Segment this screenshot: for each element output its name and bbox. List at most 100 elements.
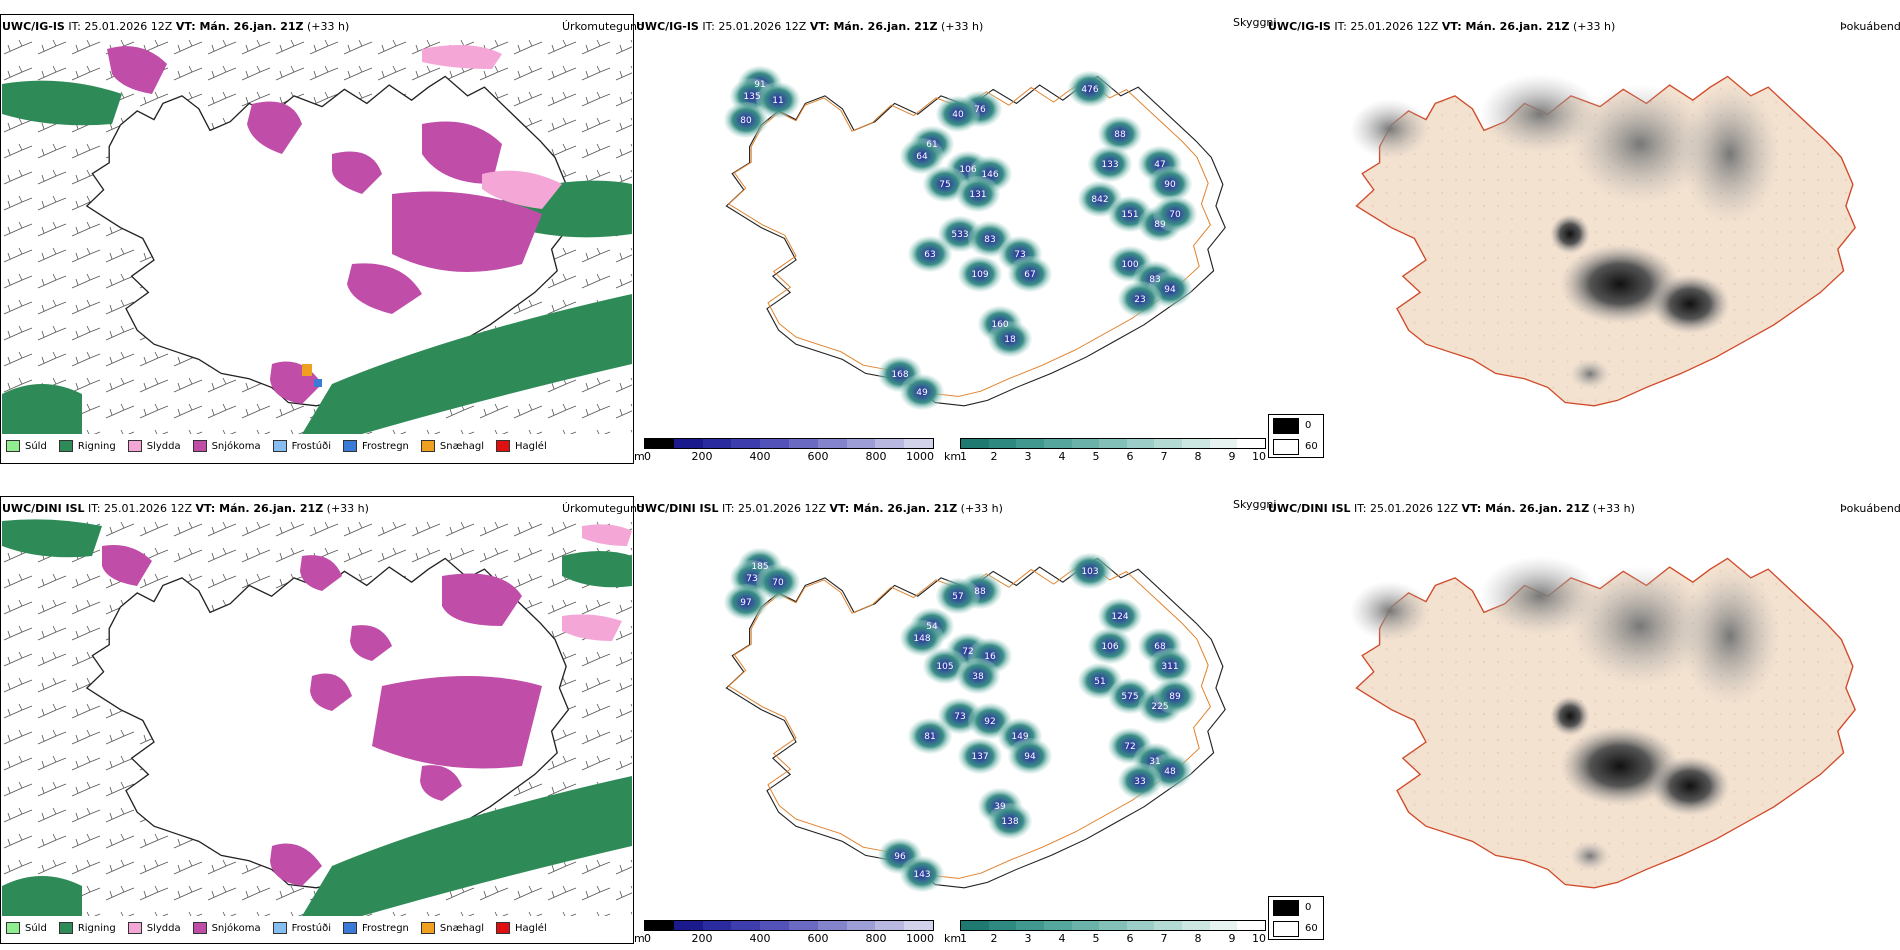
colorbar-tick: 3 <box>1024 932 1032 945</box>
legend-item-súld: Súld <box>6 440 47 452</box>
sleet-areas <box>422 45 562 209</box>
cloud-base-value: 100 <box>1121 260 1138 270</box>
legend-swatch <box>127 922 142 934</box>
fog-indicator-label-2: Þokuábendi <box>1840 502 1900 515</box>
cloud-base-value: 124 <box>1111 612 1128 622</box>
colorbar-tick: 3 <box>1024 450 1032 463</box>
cloud-base-value: 70 <box>1169 210 1181 220</box>
precip-legend-1: Súld Rigning Slydda Snjókoma Frostúði Frostre… <box>6 440 559 452</box>
cloud-title-1: UWC/IG-IS IT: 25.01.2026 12Z VT: Mán. 26… <box>636 20 984 33</box>
fog-map-1 <box>1350 74 1856 407</box>
cloud-base-value: 68 <box>1154 642 1166 652</box>
cloud-area <box>908 236 952 272</box>
cloud-area <box>900 138 944 174</box>
cloud-area <box>1088 628 1132 664</box>
cloud-area <box>1148 648 1192 684</box>
colorbar-cell <box>760 921 789 930</box>
cloud-base-value: 83 <box>1149 275 1160 285</box>
visibility-unit-1: km <box>944 450 962 463</box>
cloud-area <box>900 620 944 656</box>
cloud-base-value: 80 <box>740 116 752 126</box>
colorbar-cell <box>731 439 761 448</box>
cloud-base-value: 97 <box>740 598 751 608</box>
legend-item-slydda: Slydda <box>127 440 181 452</box>
fog-legend-2: 0 60 <box>1268 896 1324 940</box>
colorbar-cell <box>760 439 789 448</box>
colorbar-tick: 5 <box>1092 932 1100 945</box>
cloud-area <box>1118 763 1162 799</box>
colorbar-cell <box>673 921 703 930</box>
cloud-area <box>1008 256 1052 292</box>
legend-label: Haglél <box>515 922 547 934</box>
colorbar-cell <box>1043 439 1072 448</box>
colorbar-tick: 5 <box>1092 450 1100 463</box>
precip-legend-2: Súld Rigning Slydda Snjókoma Frostúði Frostre… <box>6 922 559 934</box>
legend-item-frostregn: Frostregn <box>343 440 409 452</box>
colorbar-tick: 400 <box>749 932 771 945</box>
cloud-area <box>988 321 1032 357</box>
colorbar-tick: 7 <box>1160 932 1168 945</box>
colorbar-cell <box>731 921 761 930</box>
legend-swatch <box>127 440 142 452</box>
legend-label: Frostregn <box>362 922 409 934</box>
cloud-base-value: 81 <box>924 732 935 742</box>
colorbar-cell <box>788 439 818 448</box>
cloud-base-value: 575 <box>1121 692 1138 702</box>
cloud-area <box>1008 738 1052 774</box>
legend-swatch <box>192 440 207 452</box>
colorbar-tick: 8 <box>1194 450 1202 463</box>
cloud-area <box>923 166 967 202</box>
cloud-base-value: 92 <box>984 717 995 727</box>
visibility-colorbar-2 <box>960 920 1266 931</box>
colorbar-cell <box>1071 439 1100 448</box>
colorbar-cell <box>1237 439 1266 448</box>
cloud-base-value: 94 <box>1164 285 1176 295</box>
colorbar-cell <box>961 439 989 448</box>
cloud-base-value: 76 <box>974 105 986 115</box>
legend-swatch <box>420 440 435 452</box>
fog-legend-label: 60 <box>1305 441 1318 452</box>
colorbar-tick: 4 <box>1058 932 1066 945</box>
cloud-area <box>1098 116 1142 152</box>
cloud-area <box>1068 71 1112 107</box>
colorbar-cell <box>1126 439 1155 448</box>
colorbar-cell <box>1182 439 1210 448</box>
cloud-base-value: 106 <box>1101 642 1118 652</box>
legend-item-frostúði: Frostúði <box>272 922 331 934</box>
colorbar-tick: 6 <box>1126 932 1134 945</box>
cloud-base-value: 311 <box>1161 662 1178 672</box>
legend-item-snæhagl: Snæhagl <box>420 922 484 934</box>
legend-swatch <box>272 440 287 452</box>
colorbar-cell <box>1016 439 1044 448</box>
cloud-base-value: 151 <box>1121 210 1138 220</box>
legend-swatch <box>343 922 357 934</box>
cloud-base-value: 54 <box>926 622 938 632</box>
fog-legend-label: 60 <box>1305 923 1318 934</box>
fog-map-2 <box>1350 556 1856 889</box>
precip-map-2 <box>2 516 632 916</box>
colorbar-cell <box>645 439 674 448</box>
colorbar-tick: 400 <box>749 450 771 463</box>
colorbar-tick: 800 <box>865 450 887 463</box>
colorbar-tick: 6 <box>1126 450 1134 463</box>
cloud-base-value: 842 <box>1091 195 1108 205</box>
precip-type-label-1: Úrkomutegund <box>562 20 644 33</box>
colorbar-cell <box>904 921 933 930</box>
colorbar-cell <box>1182 921 1210 930</box>
cloud-base-value: 57 <box>952 592 963 602</box>
fog-legend-swatch <box>1273 417 1299 434</box>
cloud-area <box>724 102 768 138</box>
colorbar-cell <box>1099 439 1127 448</box>
fog-legend-swatch <box>1273 899 1299 916</box>
legend-swatch <box>58 440 73 452</box>
colorbar-cell <box>645 921 674 930</box>
legend-label: Súld <box>25 440 47 452</box>
colorbar-cell <box>1154 439 1183 448</box>
colorbar-cell <box>846 921 876 930</box>
colorbar-tick: 2 <box>990 450 998 463</box>
cloud-base-value: 48 <box>1164 767 1176 777</box>
fog-title-2: UWC/DINI ISL IT: 25.01.2026 12Z VT: Mán.… <box>1268 502 1635 515</box>
legend-item-slydda: Slydda <box>127 922 181 934</box>
legend-swatch <box>272 922 287 934</box>
cloud-base-value: 96 <box>894 852 906 862</box>
